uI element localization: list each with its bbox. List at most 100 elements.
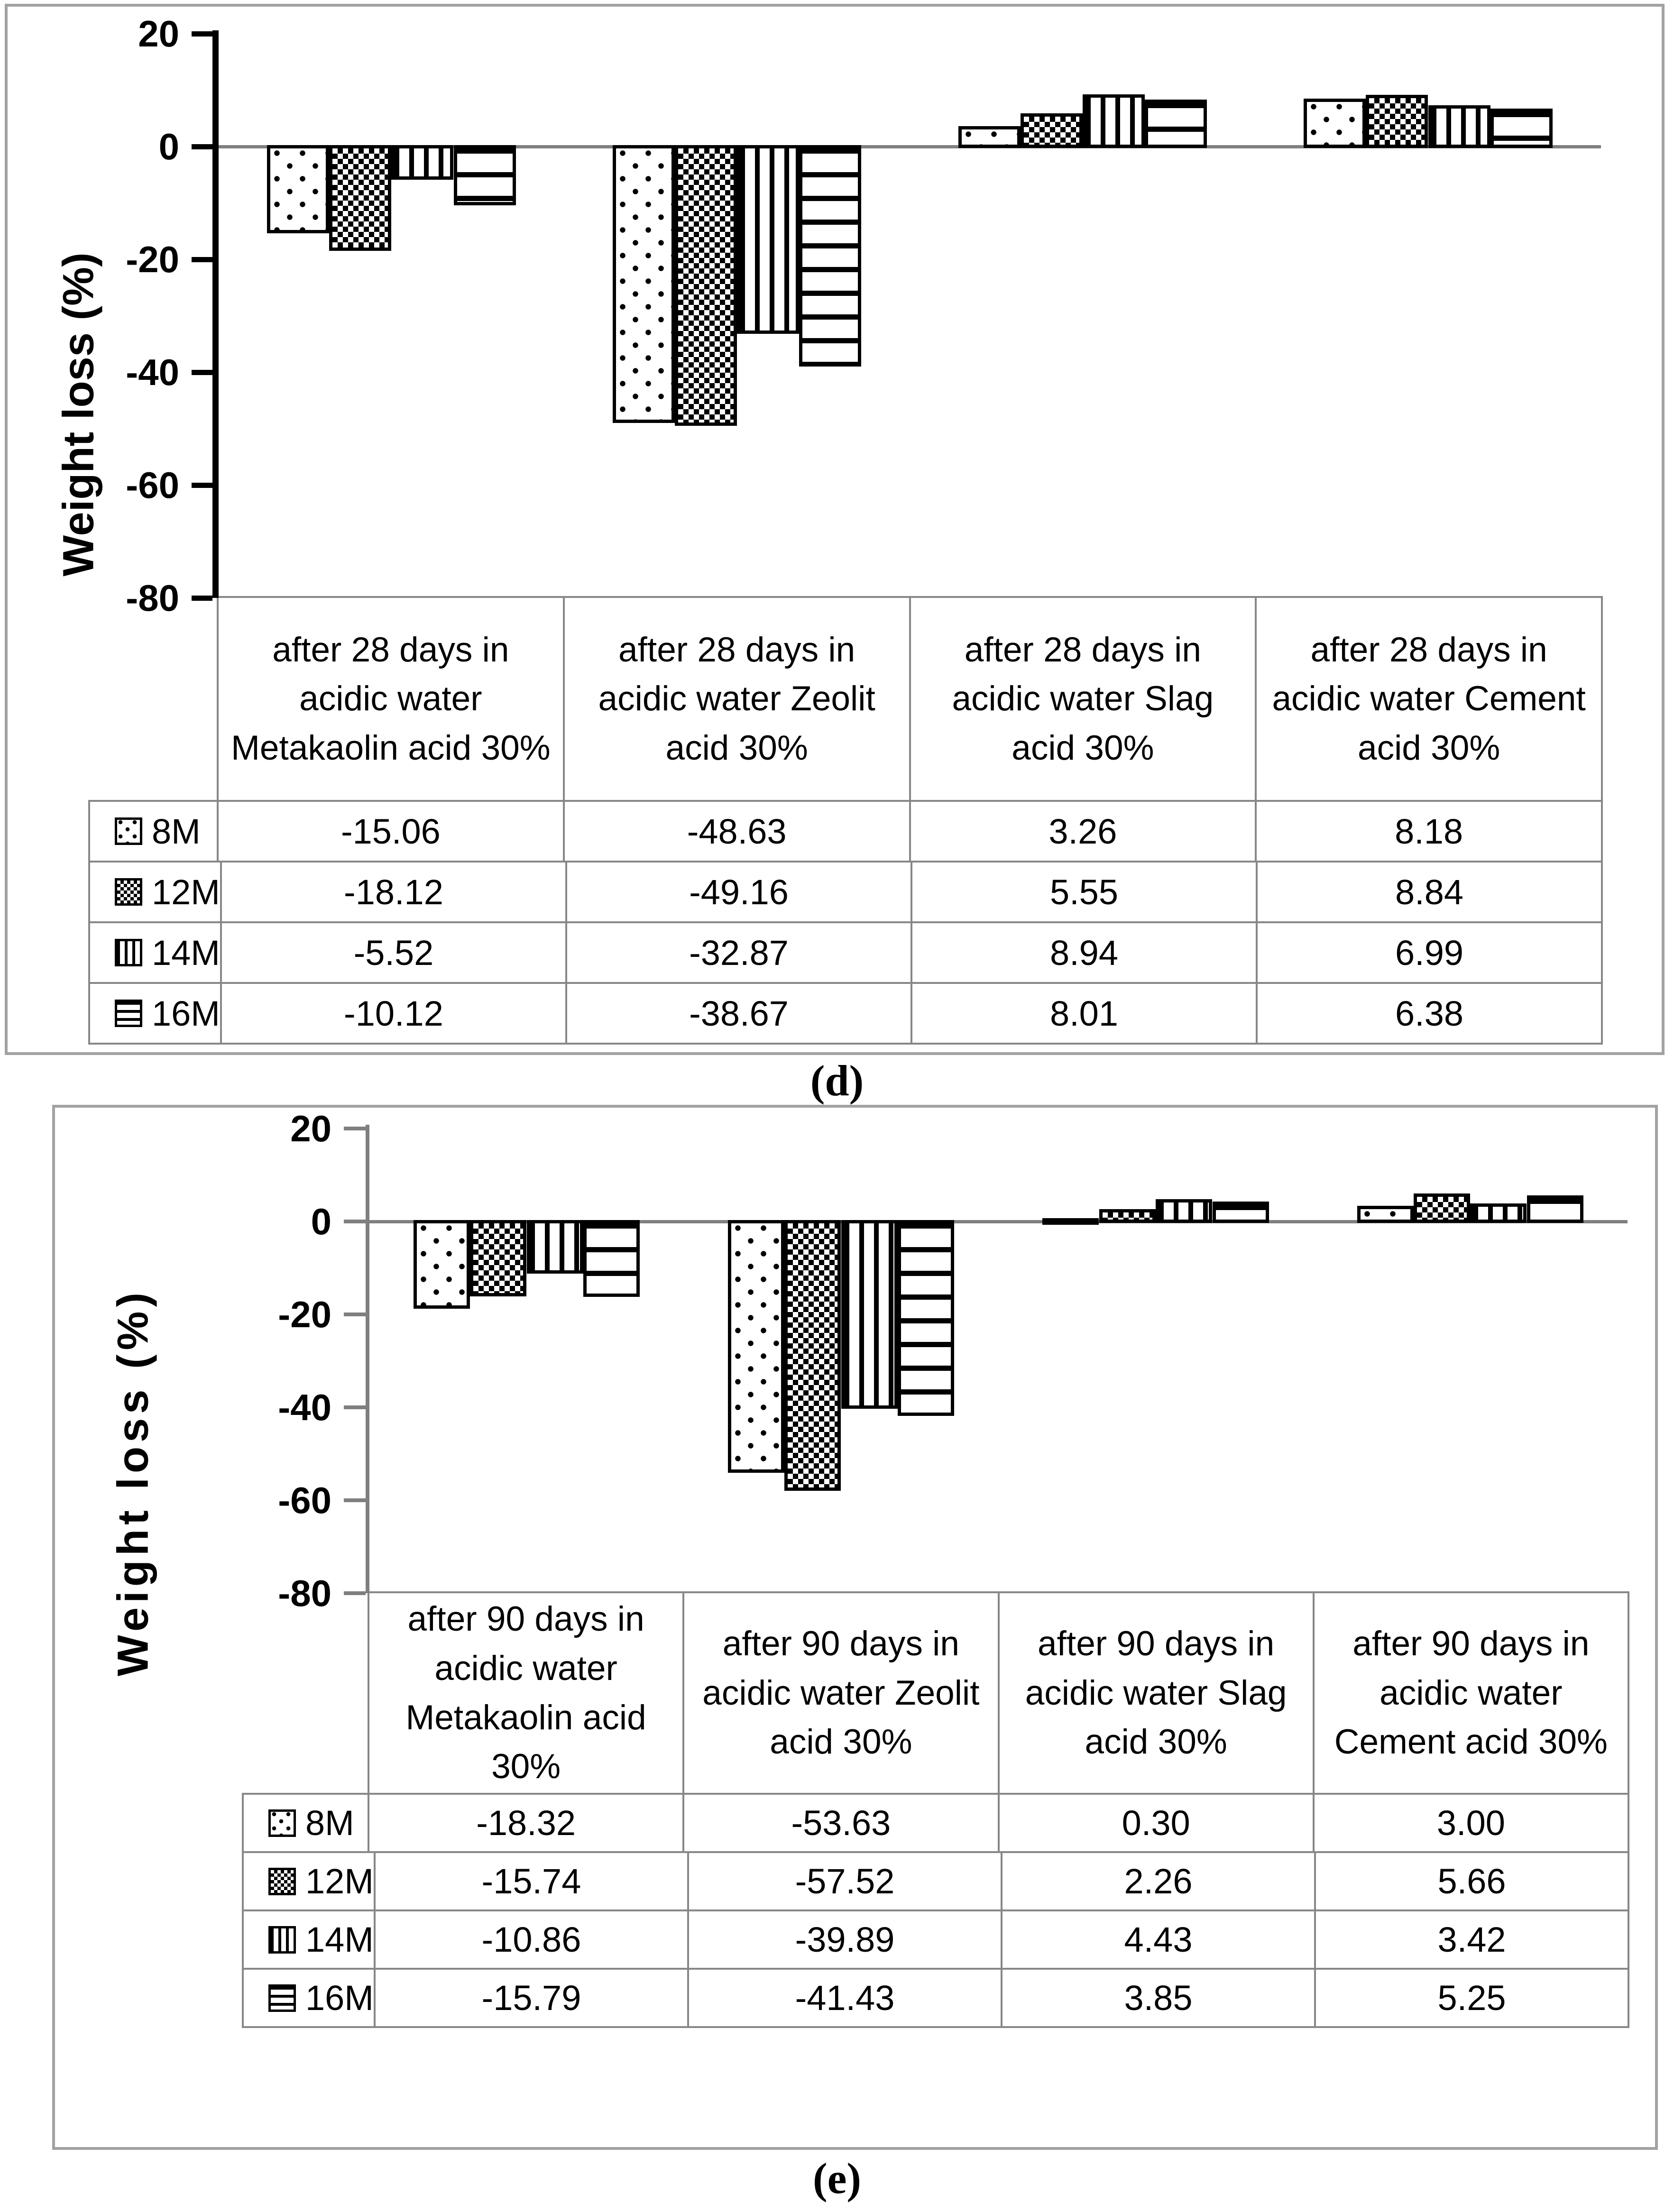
- value-cell: 3.42: [1314, 1909, 1630, 1970]
- y-tick-mark: [192, 257, 212, 262]
- value-cell: -15.74: [373, 1851, 689, 1911]
- y-tick-mark: [344, 1313, 366, 1316]
- bar-12M-cat1: [329, 145, 391, 251]
- value-cell: 5.66: [1314, 1851, 1630, 1911]
- value-cell: 6.38: [1256, 982, 1603, 1045]
- value-cell: 8.01: [910, 982, 1258, 1045]
- value-cell: 4.43: [1000, 1909, 1316, 1970]
- table-header-cell: after 28 days in acidic water Metakaolin…: [217, 596, 565, 802]
- y-axis-line: [366, 1125, 369, 1593]
- bar-14M-cat2: [737, 145, 799, 334]
- legend-label: 16M: [305, 1978, 374, 2018]
- y-tick-label: -60: [126, 464, 179, 506]
- table-header-cell: after 90 days in acidic water Metakaolin…: [368, 1591, 685, 1795]
- bar-14M-cat4: [1470, 1203, 1527, 1223]
- value-cell: -18.32: [368, 1793, 685, 1853]
- table-row: 12M -18.12 -49.16 5.55 8.84: [88, 861, 1603, 923]
- legend-label: 8M: [152, 811, 201, 851]
- legend-key-8M-icon: [115, 817, 142, 845]
- legend-cell-14M: 14M: [88, 921, 222, 984]
- y-tick-label: -60: [278, 1479, 331, 1521]
- bar-8M-cat4: [1304, 99, 1366, 148]
- bar-8M-cat1: [267, 145, 329, 233]
- value-cell: 3.85: [1000, 1968, 1316, 2028]
- value-cell: 8.18: [1255, 800, 1603, 863]
- table-header-cell: after 90 days in acidic water Slag acid …: [997, 1591, 1315, 1795]
- y-tick-mark: [192, 596, 212, 601]
- legend-label: 12M: [305, 1862, 374, 1901]
- y-tick-label: 0: [158, 126, 179, 167]
- y-tick-label: -40: [126, 351, 179, 393]
- bar-12M-cat3: [1021, 113, 1083, 148]
- legend-label: 16M: [152, 993, 220, 1033]
- table-header-cell: after 90 days in acidic water Cement aci…: [1312, 1591, 1629, 1795]
- legend-cell-16M: 16M: [88, 982, 222, 1045]
- y-tick-mark: [192, 144, 212, 149]
- table-row: 16M -10.12 -38.67 8.01 6.38: [88, 982, 1603, 1045]
- legend-key-16M-icon: [115, 1000, 142, 1027]
- y-tick-mark: [344, 1405, 366, 1409]
- value-cell: 0.30: [997, 1793, 1315, 1853]
- bar-12M-cat2: [675, 145, 737, 426]
- y-tick-label: 0: [311, 1201, 331, 1242]
- bar-14M-cat1: [391, 145, 453, 180]
- bar-16M-cat3: [1145, 100, 1207, 148]
- bar-12M-cat2: [784, 1220, 841, 1491]
- y-tick-mark: [192, 31, 212, 37]
- legend-cell-12M: 12M: [242, 1851, 376, 1911]
- zero-gridline: [219, 145, 1601, 148]
- bar-14M-cat3: [1156, 1199, 1212, 1223]
- table-row: 14M -5.52 -32.87 8.94 6.99: [88, 921, 1603, 984]
- chart-panel-d: Weight loss (%) 20 0 -20 -40 -60 -80 after 28 …: [5, 4, 1665, 1055]
- value-cell: 8.94: [910, 921, 1258, 984]
- legend-label: 14M: [305, 1920, 374, 1959]
- value-cell: 6.99: [1256, 921, 1603, 984]
- value-cell: -15.06: [217, 800, 565, 863]
- y-tick-label: 20: [290, 1108, 331, 1149]
- value-cell: -10.86: [373, 1909, 689, 1970]
- y-tick-label: -20: [126, 239, 179, 280]
- bar-14M-cat3: [1083, 94, 1145, 148]
- table-row: 12M -15.74 -57.52 2.26 5.66: [242, 1851, 1630, 1911]
- y-tick-mark: [344, 1498, 366, 1502]
- bar-16M-cat2: [799, 145, 861, 367]
- y-tick-mark: [344, 1220, 366, 1223]
- bar-8M-cat3: [958, 126, 1021, 148]
- value-cell: -53.63: [682, 1793, 1000, 1853]
- legend-label: 12M: [152, 872, 220, 912]
- table-row: 14M -10.86 -39.89 4.43 3.42: [242, 1909, 1630, 1970]
- legend-label: 14M: [152, 933, 220, 973]
- value-cell: 5.25: [1314, 1968, 1630, 2028]
- y-tick-label: 20: [138, 13, 179, 55]
- table-header-cell: after 28 days in acidic water Cement aci…: [1255, 596, 1603, 802]
- legend-key-12M-icon: [268, 1867, 296, 1895]
- y-tick-label: -80: [278, 1572, 331, 1614]
- bar-16M-cat4: [1527, 1195, 1583, 1223]
- value-cell: -38.67: [565, 982, 912, 1045]
- legend-key-8M-icon: [268, 1809, 296, 1837]
- table-row: 8M -18.32 -53.63 0.30 3.00: [242, 1793, 1629, 1853]
- legend-key-14M-icon: [115, 939, 142, 966]
- y-tick-mark: [344, 1591, 366, 1595]
- y-tick-label: -80: [126, 577, 179, 619]
- bar-8M-cat2: [613, 145, 675, 423]
- bar-16M-cat3: [1213, 1202, 1269, 1223]
- legend-cell-14M: 14M: [242, 1909, 376, 1970]
- legend-key-12M-icon: [115, 878, 142, 906]
- legend-label: 8M: [305, 1803, 354, 1843]
- legend-cell-16M: 16M: [242, 1968, 376, 2028]
- value-cell: 3.26: [909, 800, 1257, 863]
- bar-8M-cat1: [414, 1220, 470, 1309]
- bar-14M-cat4: [1428, 105, 1490, 148]
- value-cell: 3.00: [1312, 1793, 1629, 1853]
- table-header-row: after 90 days in acidic water Metakaolin…: [368, 1591, 1629, 1795]
- bar-8M-cat3: [1042, 1218, 1099, 1225]
- zero-gridline: [369, 1220, 1628, 1223]
- value-cell: 2.26: [1000, 1851, 1316, 1911]
- legend-cell-8M: 8M: [242, 1793, 369, 1853]
- bar-14M-cat2: [841, 1220, 898, 1409]
- bar-12M-cat4: [1414, 1193, 1470, 1223]
- bar-12M-cat3: [1099, 1209, 1156, 1223]
- bar-8M-cat2: [728, 1220, 784, 1473]
